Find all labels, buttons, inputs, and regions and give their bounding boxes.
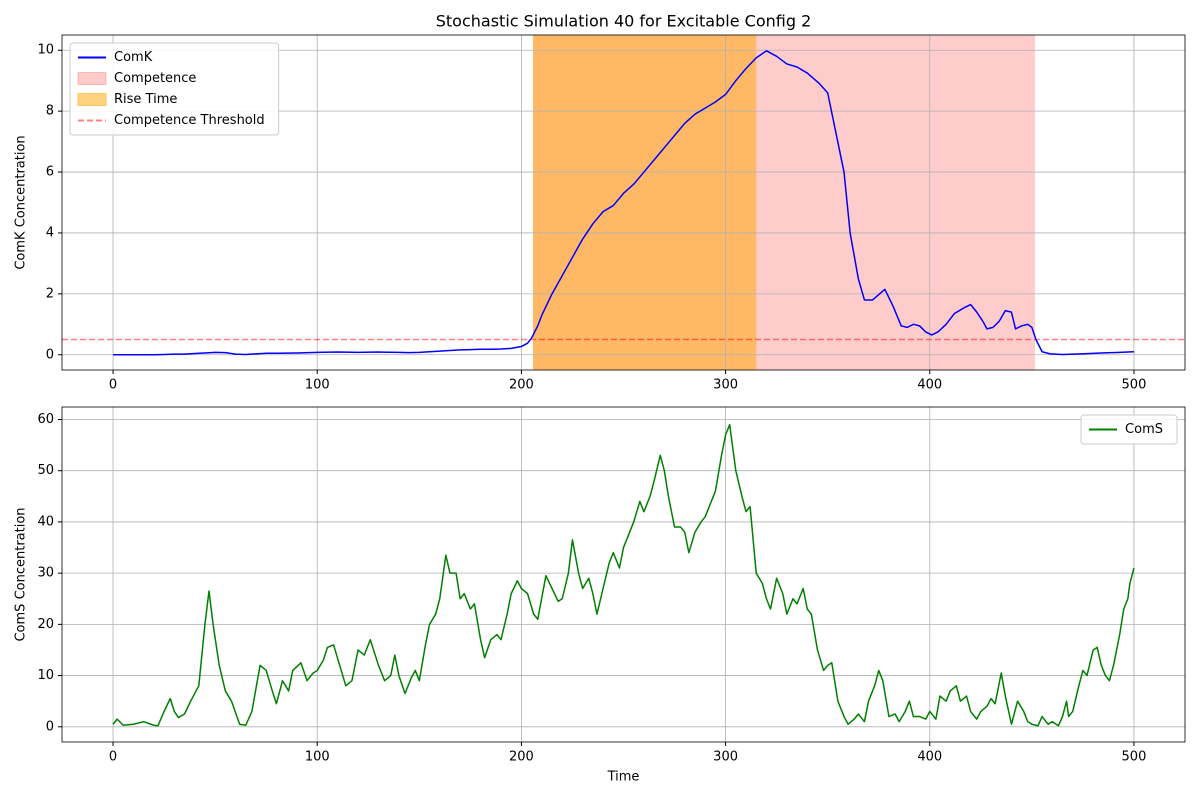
legend: ComS: [1080, 414, 1178, 445]
axes-frame: [61, 34, 1186, 371]
y-tick-label: 60: [37, 412, 54, 427]
data-line: [113, 50, 1134, 356]
data-line: [112, 423, 1135, 727]
legend-label: Competence: [114, 71, 196, 86]
legend: ComK Competence Rise Time Competence Thresh…: [69, 42, 280, 136]
x-tick-label: 100: [305, 378, 330, 393]
y-tick-label: 20: [37, 617, 54, 632]
x-tick-label: 200: [509, 378, 534, 393]
x-tick-label: 300: [713, 750, 738, 765]
y-tick-label: 2: [46, 286, 54, 301]
y-tick-label: 50: [37, 463, 54, 478]
x-tick-label: 0: [109, 750, 117, 765]
x-tick-label: 200: [509, 750, 534, 765]
x-tick-label: 400: [917, 750, 942, 765]
y-tick-label: 0: [46, 347, 54, 362]
axes-frame: [61, 406, 1186, 743]
legend-patch: [77, 72, 107, 85]
y-axis-label: ComS Concentration: [14, 507, 29, 641]
y-tick-label: 30: [37, 566, 54, 581]
x-tick-label: 0: [109, 378, 117, 393]
x-tick-label: 500: [1122, 378, 1147, 393]
legend-label: ComK: [114, 50, 153, 65]
legend-patch: [77, 93, 107, 106]
y-tick-label: 4: [46, 225, 54, 240]
x-tick-label: 300: [713, 378, 738, 393]
x-tick-label: 400: [917, 378, 942, 393]
x-tick-label: 100: [305, 750, 330, 765]
x-axis-label: Time: [607, 770, 640, 785]
y-axis-label: ComK Concentration: [14, 135, 29, 269]
y-tick-label: 10: [37, 668, 54, 683]
y-tick-label: 40: [37, 514, 54, 529]
legend-label: ComS: [1125, 422, 1163, 437]
x-tick-label: 500: [1122, 750, 1147, 765]
chart-title: Stochastic Simulation 40 for Excitable C…: [436, 12, 812, 31]
legend-box: [69, 42, 280, 136]
legend-label: Rise Time: [114, 92, 177, 107]
y-tick-label: 8: [46, 104, 54, 119]
span: [533, 35, 757, 370]
y-tick-label: 6: [46, 165, 54, 180]
y-tick-label: 10: [37, 43, 54, 58]
legend-box: [1080, 414, 1178, 445]
legend-label: Competence Threshold: [114, 113, 265, 128]
y-tick-label: 0: [46, 719, 54, 734]
